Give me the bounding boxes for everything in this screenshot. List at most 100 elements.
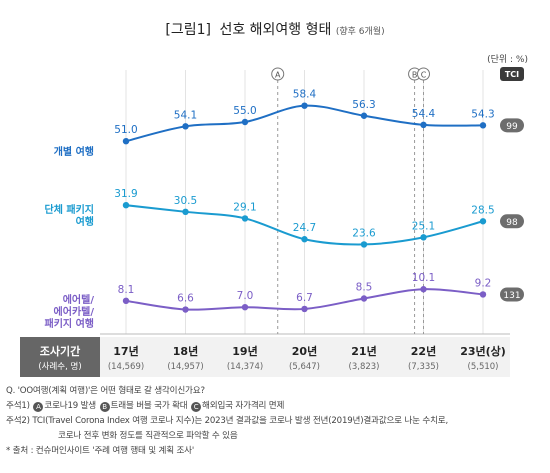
period-body-cell [100, 337, 510, 377]
series-3-point [122, 297, 130, 305]
note-1-b: 트래블 버블 국가 확대 [110, 401, 188, 411]
series-1-value-label: 54.4 [412, 108, 436, 120]
marker-label-a: A [275, 71, 281, 80]
x-tick-label: 22년 [411, 344, 436, 358]
series-1-point [241, 118, 249, 126]
series-3-name: 에어카텔/ [54, 305, 95, 318]
unit-label: (단위 : %) [487, 54, 528, 65]
series-3-point [182, 306, 189, 313]
marker-circle-a [271, 67, 285, 81]
tci-value-badge-2 [500, 214, 524, 229]
series-1-value-label: 58.4 [293, 89, 317, 101]
sample-size-label: (3,823) [349, 362, 380, 372]
series-2-point [479, 218, 487, 225]
series-2-value-label: 31.9 [114, 188, 137, 200]
series-3-point [241, 304, 249, 311]
footnotes: Q. 'OO여행(계획 여행)'은 어떤 형태로 갈 생각이신가요? 주석1) … [6, 384, 546, 459]
series-3-value-label: 6.6 [177, 293, 194, 305]
series-2-value-label: 30.5 [174, 195, 197, 207]
series-2-value-label: 25.1 [412, 220, 435, 232]
marker-a-badge: A [33, 402, 44, 412]
marker-label-b: B [412, 71, 418, 80]
x-tick-label: 19년 [232, 344, 257, 358]
series-1-point [420, 121, 427, 129]
series-1-value-label: 55.0 [233, 105, 256, 117]
note-2-prefix: 주석2) [6, 416, 30, 426]
series-1-point [301, 102, 308, 109]
series-2-name: 단체 패키지 [45, 203, 94, 216]
note-1-a: 코로나19 발생 [44, 401, 96, 411]
question-note: Q. 'OO여행(계획 여행)'은 어떤 형태로 갈 생각이신가요? [6, 386, 205, 396]
sample-size-label: (5,510) [468, 362, 499, 372]
series-3-value-label: 8.5 [356, 282, 373, 294]
period-label: 조사기간 [40, 344, 80, 358]
series-2-point [122, 202, 130, 209]
line-chart: [그림1] 선호 해외여행 형태 (향후 6개월) (단위 : %) A B C TC… [20, 22, 528, 377]
series-2-name: 여행 [76, 215, 94, 228]
x-tick-label: 17년 [113, 344, 138, 358]
x-tick-label: 23년(상) [460, 344, 506, 358]
marker-c-badge: C [191, 402, 202, 412]
series-1-point [479, 122, 487, 129]
sample-size-label: (14,374) [227, 362, 263, 372]
series-3-value-label: 8.1 [118, 284, 135, 296]
period-header-cell [20, 337, 100, 377]
series-3-point [301, 305, 308, 313]
tci-value-badge-1 [500, 118, 524, 133]
note-2-line2: 코로나 전후 변화 정도를 직관적으로 파악할 수 있음 [58, 431, 238, 441]
series-2-point [182, 208, 189, 216]
series-2-point [420, 234, 427, 241]
series-3-name: 에어텔/ [63, 293, 95, 306]
series-1-point [122, 138, 130, 145]
series-3-name: 패키지 여행 [45, 317, 94, 330]
series-3-point [420, 286, 427, 293]
tci-header-label: TCI [505, 70, 519, 79]
note-1-c: 해외입국 자가격리 면제 [202, 401, 285, 411]
series-1-value-label: 56.3 [352, 99, 375, 111]
series-2-value-label: 29.1 [233, 201, 256, 213]
sample-size-label: (5,647) [289, 362, 320, 372]
title-main: 선호 해외여행 형태 [219, 22, 331, 38]
x-tick-label: 20년 [292, 344, 317, 358]
note-1: 주석1) A 코로나19 발생 B 트래블 버블 국가 확대 C 해외입국 자가격리 … [6, 399, 546, 414]
period-sub-label: (사례수, 명) [38, 361, 81, 372]
series-2-value-label: 23.6 [352, 227, 376, 239]
series-1-name: 개별 여행 [54, 145, 94, 158]
title-suffix: (향후 6개월) [336, 25, 385, 37]
series-3-value-label: 10.1 [412, 272, 435, 284]
sample-size-label: (14,569) [108, 362, 144, 372]
sample-size-label: (7,335) [408, 362, 439, 372]
note-2: 주석2) TCI(Travel Corona Index 여행 코로나 지수)는… [6, 414, 546, 429]
tci-value-1: 99 [506, 122, 518, 132]
series-1-value-label: 51.0 [114, 124, 137, 136]
x-tick-label: 21년 [351, 344, 376, 358]
series-2-point [241, 215, 249, 222]
series-3-value-label: 9.2 [475, 277, 492, 289]
tci-header-badge [500, 67, 524, 81]
series-1-value-label: 54.1 [174, 109, 197, 121]
series-2-value-label: 24.7 [293, 222, 316, 234]
series-2-point [360, 241, 368, 248]
series-1-value-label: 54.3 [471, 108, 494, 120]
note-1-prefix: 주석1) [6, 401, 30, 411]
marker-label-c: C [421, 71, 427, 80]
tci-value-3: 131 [503, 291, 520, 301]
tci-value-badge-3 [500, 287, 524, 302]
plot-area: A B C TCI 51.0 54.1 55.0 58.4 56.3 54.4 54.3 개별 여행 9… [20, 67, 524, 377]
chart-title: [그림1] 선호 해외여행 형태 (향후 6개월) [165, 22, 384, 38]
series-2-value-label: 28.5 [471, 204, 494, 216]
series-3-point [360, 295, 368, 302]
tci-value-2: 98 [506, 218, 518, 228]
series-3-point [479, 291, 487, 298]
marker-b-badge: B [99, 402, 110, 412]
source-note: * 출처 : 컨슈머인사이트 '주례 여행 행태 및 계획 조사' [6, 446, 195, 456]
x-tick-label: 18년 [173, 344, 198, 358]
series-3-value-label: 7.0 [237, 290, 254, 302]
sample-size-label: (14,957) [167, 362, 203, 372]
svg-text:[그림1] 선호 해외여행 형태 (: [그림1] 선호 해외여행 형태 (향후 6개월) [165, 22, 384, 38]
marker-circle-c [417, 67, 430, 81]
series-2-point [301, 236, 308, 243]
series-3-value-label: 6.7 [296, 292, 313, 304]
title-prefix: [그림1] [165, 22, 211, 38]
series-1-point [360, 112, 368, 119]
